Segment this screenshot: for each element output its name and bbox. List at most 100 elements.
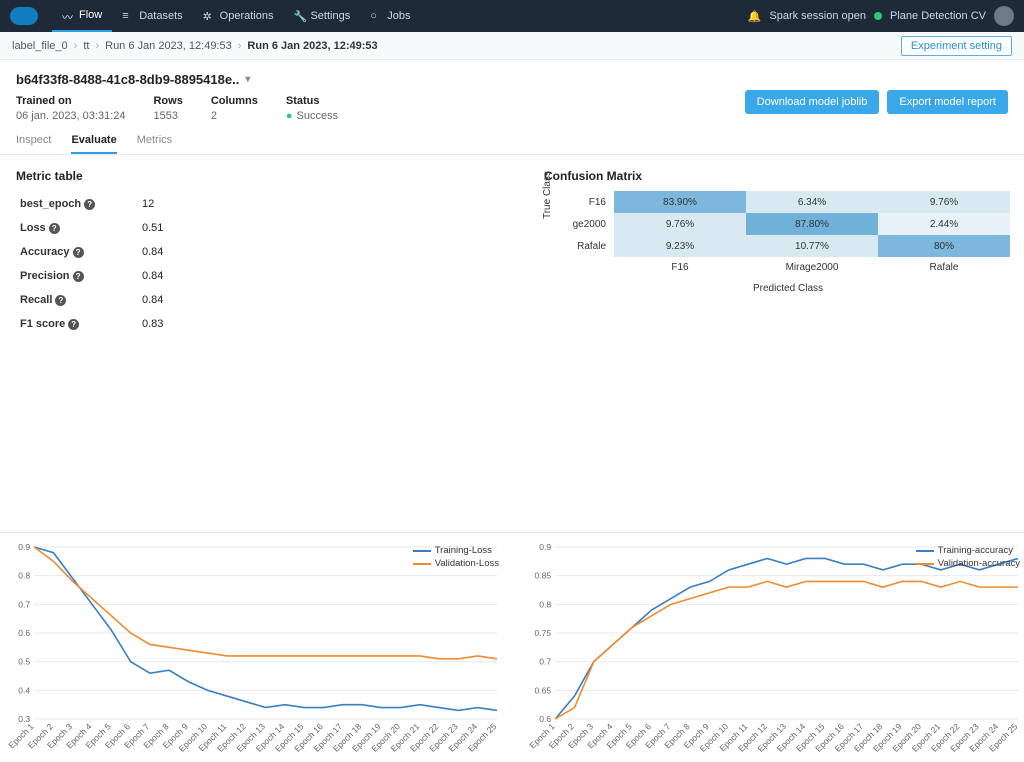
cm-cell: 9.23% [614,235,746,257]
svg-text:0.9: 0.9 [18,542,30,552]
svg-text:0.85: 0.85 [535,571,552,581]
metric-value: 0.84 [138,289,522,311]
help-icon[interactable]: ? [55,295,66,306]
svg-text:0.4: 0.4 [18,685,30,695]
cm-cell: 80% [878,235,1010,257]
metric-key: Recall? [16,289,136,311]
loss-chart: 0.30.40.50.60.70.80.9Epoch 1Epoch 2Epoch… [0,539,503,759]
meta-trained-value: 06 jan. 2023, 03:31:24 [16,110,125,122]
nav-jobs[interactable]: ○Jobs [360,0,420,32]
metric-key: Loss? [16,217,136,239]
help-icon[interactable]: ? [73,247,84,258]
chevron-right-icon: › [74,40,78,52]
flow-icon: 〰 [62,9,74,21]
cm-row-header: Rafale [566,235,614,257]
breadcrumb: label_file_0 › tt › Run 6 Jan 2023, 12:49:53… [12,40,378,52]
legend-swatch [413,563,431,565]
metric-key: best_epoch? [16,193,136,215]
svg-text:0.6: 0.6 [18,628,30,638]
tab-inspect[interactable]: Inspect [16,134,51,154]
cm-cell: 6.34% [746,191,878,213]
svg-text:0.8: 0.8 [539,599,551,609]
download-model-button[interactable]: Download model joblib [745,90,880,114]
meta-rows-label: Rows [153,95,182,107]
cm-row-header: ge2000 [566,213,614,235]
acc-chart: 0.60.650.70.750.80.850.9Epoch 1Epoch 2Ep… [521,539,1024,759]
meta-cols-value: 2 [211,110,258,122]
help-icon[interactable]: ? [84,199,95,210]
cm-col-header: F16 [614,257,746,277]
metric-value: 12 [138,193,522,215]
svg-text:0.8: 0.8 [18,571,30,581]
cm-cell: 87.80% [746,213,878,235]
svg-text:0.75: 0.75 [535,628,552,638]
avatar[interactable] [994,6,1014,26]
metric-row: Recall?0.84 [16,289,522,311]
metric-value: 0.84 [138,241,522,263]
tab-metrics[interactable]: Metrics [137,134,172,154]
nav-datasets[interactable]: ≡Datasets [112,0,192,32]
svg-text:0.5: 0.5 [18,657,30,667]
legend-swatch [916,550,934,552]
tab-evaluate[interactable]: Evaluate [71,134,116,154]
legend-item: Validation-accuracy [916,558,1020,569]
run-dropdown-icon[interactable]: ▾ [245,74,250,85]
chevron-right-icon: › [95,40,99,52]
cm-cell: 9.76% [878,191,1010,213]
help-icon[interactable]: ? [73,271,84,282]
help-icon[interactable]: ? [49,223,60,234]
export-report-button[interactable]: Export model report [887,90,1008,114]
subtabs: Inspect Evaluate Metrics [0,128,1024,155]
metric-table-title: Metric table [16,169,522,183]
metric-row: F1 score?0.83 [16,313,522,335]
nav-operations[interactable]: ✲Operations [193,0,284,32]
legend-swatch [413,550,431,552]
svg-text:0.7: 0.7 [539,657,551,667]
nav-settings[interactable]: 🔧Settings [283,0,360,32]
experiment-setting-button[interactable]: Experiment setting [901,36,1012,56]
settings-icon: 🔧 [293,10,305,22]
ops-icon: ✲ [203,10,215,22]
charts-row: 0.30.40.50.60.70.80.9Epoch 1Epoch 2Epoch… [0,532,1024,759]
bell-icon[interactable]: 🔔 [748,10,762,23]
confusion-xlabel: Predicted Class [566,283,1010,294]
meta-rows-value: 1553 [153,110,182,122]
breadcrumb-item[interactable]: tt [83,40,89,52]
metric-row: Precision?0.84 [16,265,522,287]
metric-table: best_epoch?12Loss?0.51Accuracy?0.84Preci… [14,191,524,337]
jobs-icon: ○ [370,10,382,22]
svg-text:0.65: 0.65 [535,685,552,695]
confusion-ylabel: True Class [542,171,553,219]
session-status: Spark session open [769,10,866,22]
status-dot-icon [874,12,882,20]
svg-text:0.9: 0.9 [539,542,551,552]
meta-cols-label: Columns [211,95,258,107]
help-icon[interactable]: ? [68,319,79,330]
cm-cell: 9.76% [614,213,746,235]
run-header: b64f33f8-8488-41c8-8db9-8895418e.. ▾ Tra… [0,60,1024,128]
cm-cell: 2.44% [878,213,1010,235]
chevron-right-icon: › [238,40,242,52]
legend-item: Training-Loss [413,545,499,556]
cm-cell: 83.90% [614,191,746,213]
cm-col-header: Rafale [878,257,1010,277]
project-name: Plane Detection CV [890,10,986,22]
breadcrumb-item[interactable]: Run 6 Jan 2023, 12:49:53 [105,40,232,52]
run-title: b64f33f8-8488-41c8-8db9-8895418e.. [16,72,239,87]
breadcrumb-item[interactable]: label_file_0 [12,40,68,52]
meta-status-label: Status [286,95,338,107]
brand-logo [10,7,38,25]
svg-text:0.7: 0.7 [18,599,30,609]
legend-item: Validation-Loss [413,558,499,569]
legend-item: Training-accuracy [916,545,1020,556]
cm-row-header: F16 [566,191,614,213]
confusion-matrix: True Class F1683.90%6.34%9.76%ge20009.76… [542,191,1010,294]
meta-trained-label: Trained on [16,95,125,107]
main-content: Metric table best_epoch?12Loss?0.51Accur… [0,155,1024,528]
nav-flow[interactable]: 〰Flow [52,0,112,32]
breadcrumb-bar: label_file_0 › tt › Run 6 Jan 2023, 12:49:53… [0,32,1024,60]
metric-key: Precision? [16,265,136,287]
cm-cell: 10.77% [746,235,878,257]
meta-status-value: Success [286,110,338,122]
metric-value: 0.51 [138,217,522,239]
